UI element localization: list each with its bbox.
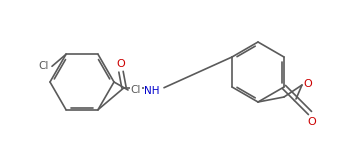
Text: O: O	[117, 59, 125, 69]
Text: NH: NH	[144, 86, 160, 96]
Text: Cl: Cl	[39, 61, 49, 71]
Text: Cl: Cl	[131, 85, 141, 95]
Text: O: O	[307, 117, 316, 127]
Text: O: O	[303, 79, 312, 89]
